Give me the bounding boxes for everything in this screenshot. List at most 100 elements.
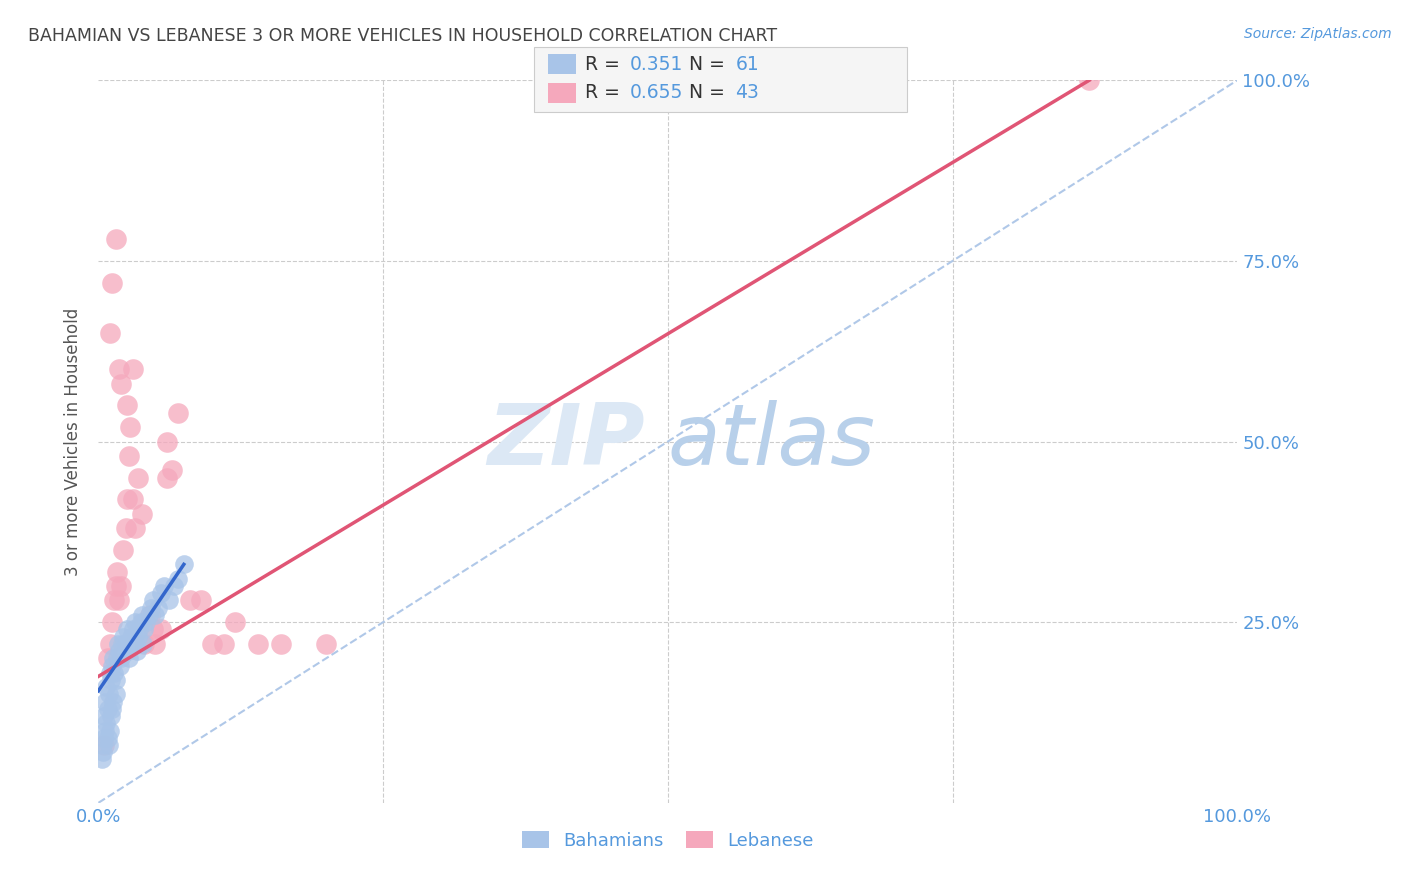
Text: atlas: atlas [668,400,876,483]
Point [118,651,141,665]
Point [115,492,138,507]
Point [142,593,165,607]
Point [131,507,153,521]
Point [127,470,149,484]
Point [104,687,127,701]
Point [91,738,114,752]
Point [94,695,117,709]
Text: 0.655: 0.655 [630,83,683,103]
Point [156,434,179,449]
Point [114,644,136,658]
Point [127,630,149,644]
Point [145,637,167,651]
Point [112,542,135,557]
Point [105,565,128,579]
Text: R =: R = [585,54,626,74]
Point [138,607,160,622]
Point [190,593,212,607]
Point [120,630,142,644]
Point [110,579,132,593]
Point [121,623,143,637]
Point [167,572,190,586]
Point [111,637,134,651]
Point [108,593,131,607]
Point [157,593,180,607]
Point [98,723,121,738]
Point [179,593,201,607]
Point [146,600,169,615]
Point [96,716,118,731]
Point [115,623,138,637]
Point [94,723,117,738]
Point [100,709,122,723]
Text: BAHAMIAN VS LEBANESE 3 OR MORE VEHICLES IN HOUSEHOLD CORRELATION CHART: BAHAMIAN VS LEBANESE 3 OR MORE VEHICLES … [28,27,778,45]
Point [93,709,115,723]
Legend: Bahamians, Lebanese: Bahamians, Lebanese [513,822,823,859]
Point [132,637,155,651]
Point [103,593,125,607]
Point [138,607,160,622]
Point [315,637,337,651]
Point [162,579,184,593]
Point [153,579,176,593]
Point [90,752,112,766]
Point [96,651,118,665]
Text: 61: 61 [735,54,759,74]
Point [97,738,120,752]
Point [131,607,153,622]
Point [112,630,135,644]
Point [110,651,132,665]
Point [98,637,121,651]
Point [93,738,115,752]
Point [124,521,146,535]
Point [201,637,224,651]
Point [167,406,190,420]
Point [125,637,148,651]
Point [108,644,131,658]
Point [117,644,139,658]
Point [150,586,173,600]
Point [124,615,146,630]
Point [97,687,120,701]
Point [212,637,235,651]
Point [270,637,292,651]
Point [173,558,195,572]
Point [114,637,136,651]
Point [104,673,127,687]
Point [96,731,118,745]
Text: N =: N = [689,54,731,74]
Point [103,651,125,665]
Point [108,658,131,673]
Point [114,521,136,535]
Point [121,492,143,507]
Point [121,362,143,376]
Point [100,673,122,687]
Text: ZIP: ZIP [488,400,645,483]
Text: N =: N = [689,83,731,103]
Point [1078,73,1101,87]
Point [120,420,142,434]
Point [145,607,167,622]
Point [118,449,141,463]
Point [224,615,246,630]
Point [98,326,121,340]
Point [150,623,173,637]
Point [101,615,124,630]
Point [115,398,138,412]
Point [135,615,157,630]
Point [142,623,165,637]
Point [122,630,145,644]
Point [139,600,162,615]
Point [128,623,150,637]
Point [120,637,142,651]
Point [246,637,269,651]
Point [129,615,152,630]
Y-axis label: 3 or more Vehicles in Household: 3 or more Vehicles in Household [65,308,83,575]
Point [98,665,121,680]
Point [104,232,127,246]
Text: 43: 43 [735,83,759,103]
Point [96,680,118,694]
Text: R =: R = [585,83,626,103]
Point [101,702,124,716]
Point [107,637,129,651]
